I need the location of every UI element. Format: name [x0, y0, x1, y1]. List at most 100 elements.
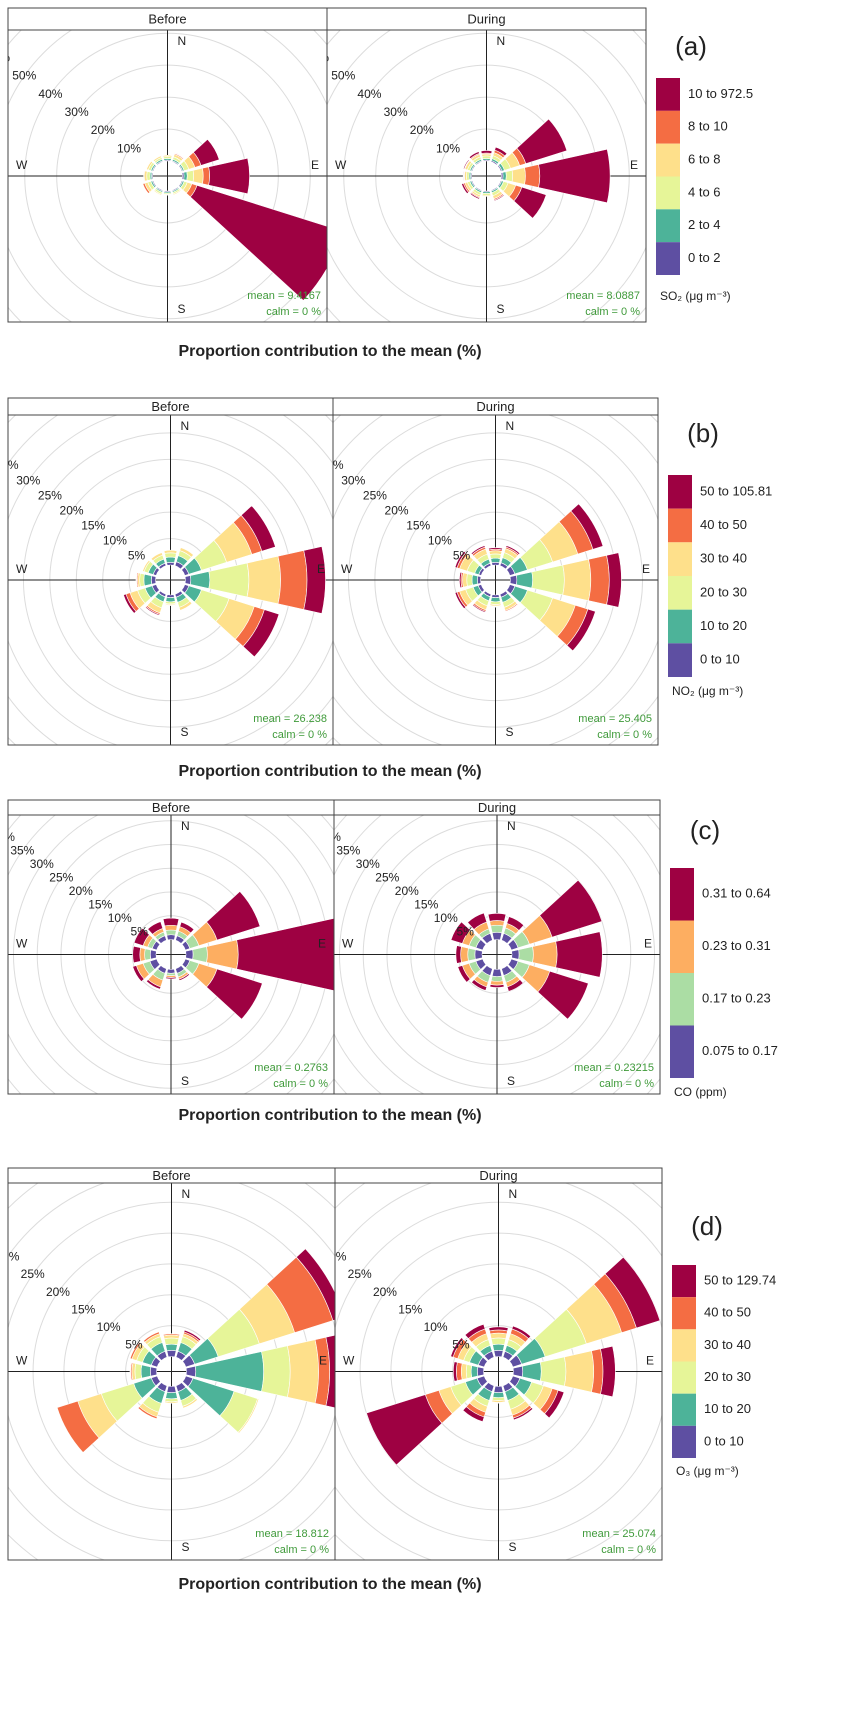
rose-segment	[490, 924, 504, 934]
rose-segment	[185, 949, 194, 960]
rose-segment	[165, 556, 176, 564]
rose-segment	[366, 1394, 443, 1466]
facet-frame	[326, 7, 647, 323]
direction-label: N	[497, 34, 506, 48]
rose-segment	[143, 1331, 160, 1343]
legend-swatch	[670, 868, 694, 921]
facet-title: During	[478, 800, 516, 815]
rose-segment	[491, 968, 503, 977]
legend-swatch	[656, 110, 680, 144]
rose-segment	[492, 1391, 505, 1398]
rose-segment	[490, 975, 504, 982]
direction-label: E	[311, 158, 319, 172]
radial-tick-label: 20%	[410, 123, 434, 137]
rose-segment	[165, 596, 176, 603]
rose-segment	[142, 559, 151, 573]
rose-segment	[174, 152, 185, 160]
plot-area: 10%20%30%40%50%60%	[327, 30, 646, 322]
calm-label: calm = 0 %	[601, 1544, 656, 1556]
legend-label: 30 to 40	[700, 551, 747, 566]
legend-swatch	[668, 475, 692, 509]
rose-segment	[471, 574, 479, 586]
legend-label: 30 to 40	[704, 1337, 751, 1352]
rose-segment	[240, 505, 276, 552]
radial-tick-label: 10%	[108, 911, 132, 925]
direction-label: E	[317, 562, 325, 576]
radial-tick-label: 10%	[428, 534, 452, 548]
rose-segment	[184, 575, 192, 585]
rose-segment	[192, 138, 220, 166]
rose-segment	[183, 171, 188, 181]
rose-segment	[493, 1350, 504, 1358]
legend-label: 20 to 30	[700, 584, 747, 599]
legend-label: 0 to 10	[700, 652, 740, 667]
legend-title: CO (ppm)	[674, 1085, 727, 1099]
rose-segment	[179, 547, 194, 558]
rose-segment	[143, 170, 146, 182]
legend-label: 0.075 to 0.17	[702, 1043, 778, 1058]
rose-segment	[462, 572, 468, 588]
direction-label: W	[16, 562, 28, 576]
legend-label: 10 to 20	[704, 1401, 751, 1416]
legend-label: 20 to 30	[704, 1369, 751, 1384]
rose-segment	[488, 547, 503, 551]
direction-label: W	[341, 562, 353, 576]
direction-label: E	[319, 1354, 327, 1368]
direction-label: N	[178, 34, 187, 48]
rose-segment	[538, 148, 611, 204]
rose-segment	[462, 1406, 485, 1423]
rose-segment	[149, 949, 157, 960]
rose-segment	[474, 949, 483, 960]
rose-segment	[237, 1398, 260, 1434]
radial-tick-label: 25%	[21, 1267, 45, 1281]
radial-tick-label: 40%	[317, 830, 341, 844]
rose-segment	[179, 603, 193, 612]
mean-label: mean = 26.238	[253, 713, 327, 725]
radial-tick-label: 20%	[60, 503, 84, 517]
facet-frame	[334, 1167, 663, 1561]
direction-label: S	[182, 1540, 190, 1554]
legend-label: 40 to 50	[700, 517, 747, 532]
plot-area: 5%10%15%20%25%30%35%40%	[320, 415, 658, 745]
rose-segment	[164, 1400, 179, 1404]
rose-segment	[287, 1339, 319, 1404]
mean-label: mean = 18.812	[255, 1528, 329, 1540]
calm-label: calm = 0 %	[597, 729, 652, 741]
direction-label: S	[497, 302, 505, 316]
facet-title: During	[479, 1168, 517, 1183]
rose-segment	[162, 193, 173, 196]
direction-label: S	[507, 1074, 515, 1088]
rose-segment	[165, 1391, 178, 1400]
rose-segment	[152, 155, 163, 163]
rose-segment	[481, 194, 492, 197]
rose-segment	[455, 945, 462, 964]
radial-tick-label: 25%	[375, 870, 399, 884]
rose-segment	[488, 1326, 509, 1332]
radial-tick-label: 40%	[357, 87, 381, 101]
rose-segment	[564, 1350, 595, 1393]
radial-tick-label: 35%	[336, 843, 360, 857]
calm-label: calm = 0 %	[266, 306, 321, 318]
rose-segment	[456, 1362, 463, 1381]
rose-segment	[516, 118, 568, 164]
rose-segment	[164, 552, 177, 558]
radial-tick-label: 30%	[341, 473, 365, 487]
legend-swatch	[656, 78, 680, 111]
legend-swatch	[670, 973, 694, 1026]
rose-segment	[132, 945, 141, 964]
radial-tick-label: 50%	[331, 69, 355, 83]
radial-tick-label: 35%	[320, 458, 344, 472]
direction-label: S	[506, 725, 514, 739]
radial-tick-label: 10%	[103, 534, 127, 548]
legend-swatch	[668, 542, 692, 576]
rose-segment	[132, 965, 145, 983]
panel-label: (a)	[675, 31, 707, 61]
direction-label: S	[509, 1540, 517, 1554]
rose-segment	[462, 159, 470, 170]
rose-segment	[494, 146, 508, 157]
legend-swatch	[656, 176, 680, 210]
radial-tick-label: 30%	[0, 1250, 20, 1264]
radial-tick-label: 5%	[452, 1338, 470, 1352]
rose-segment	[493, 1385, 504, 1393]
